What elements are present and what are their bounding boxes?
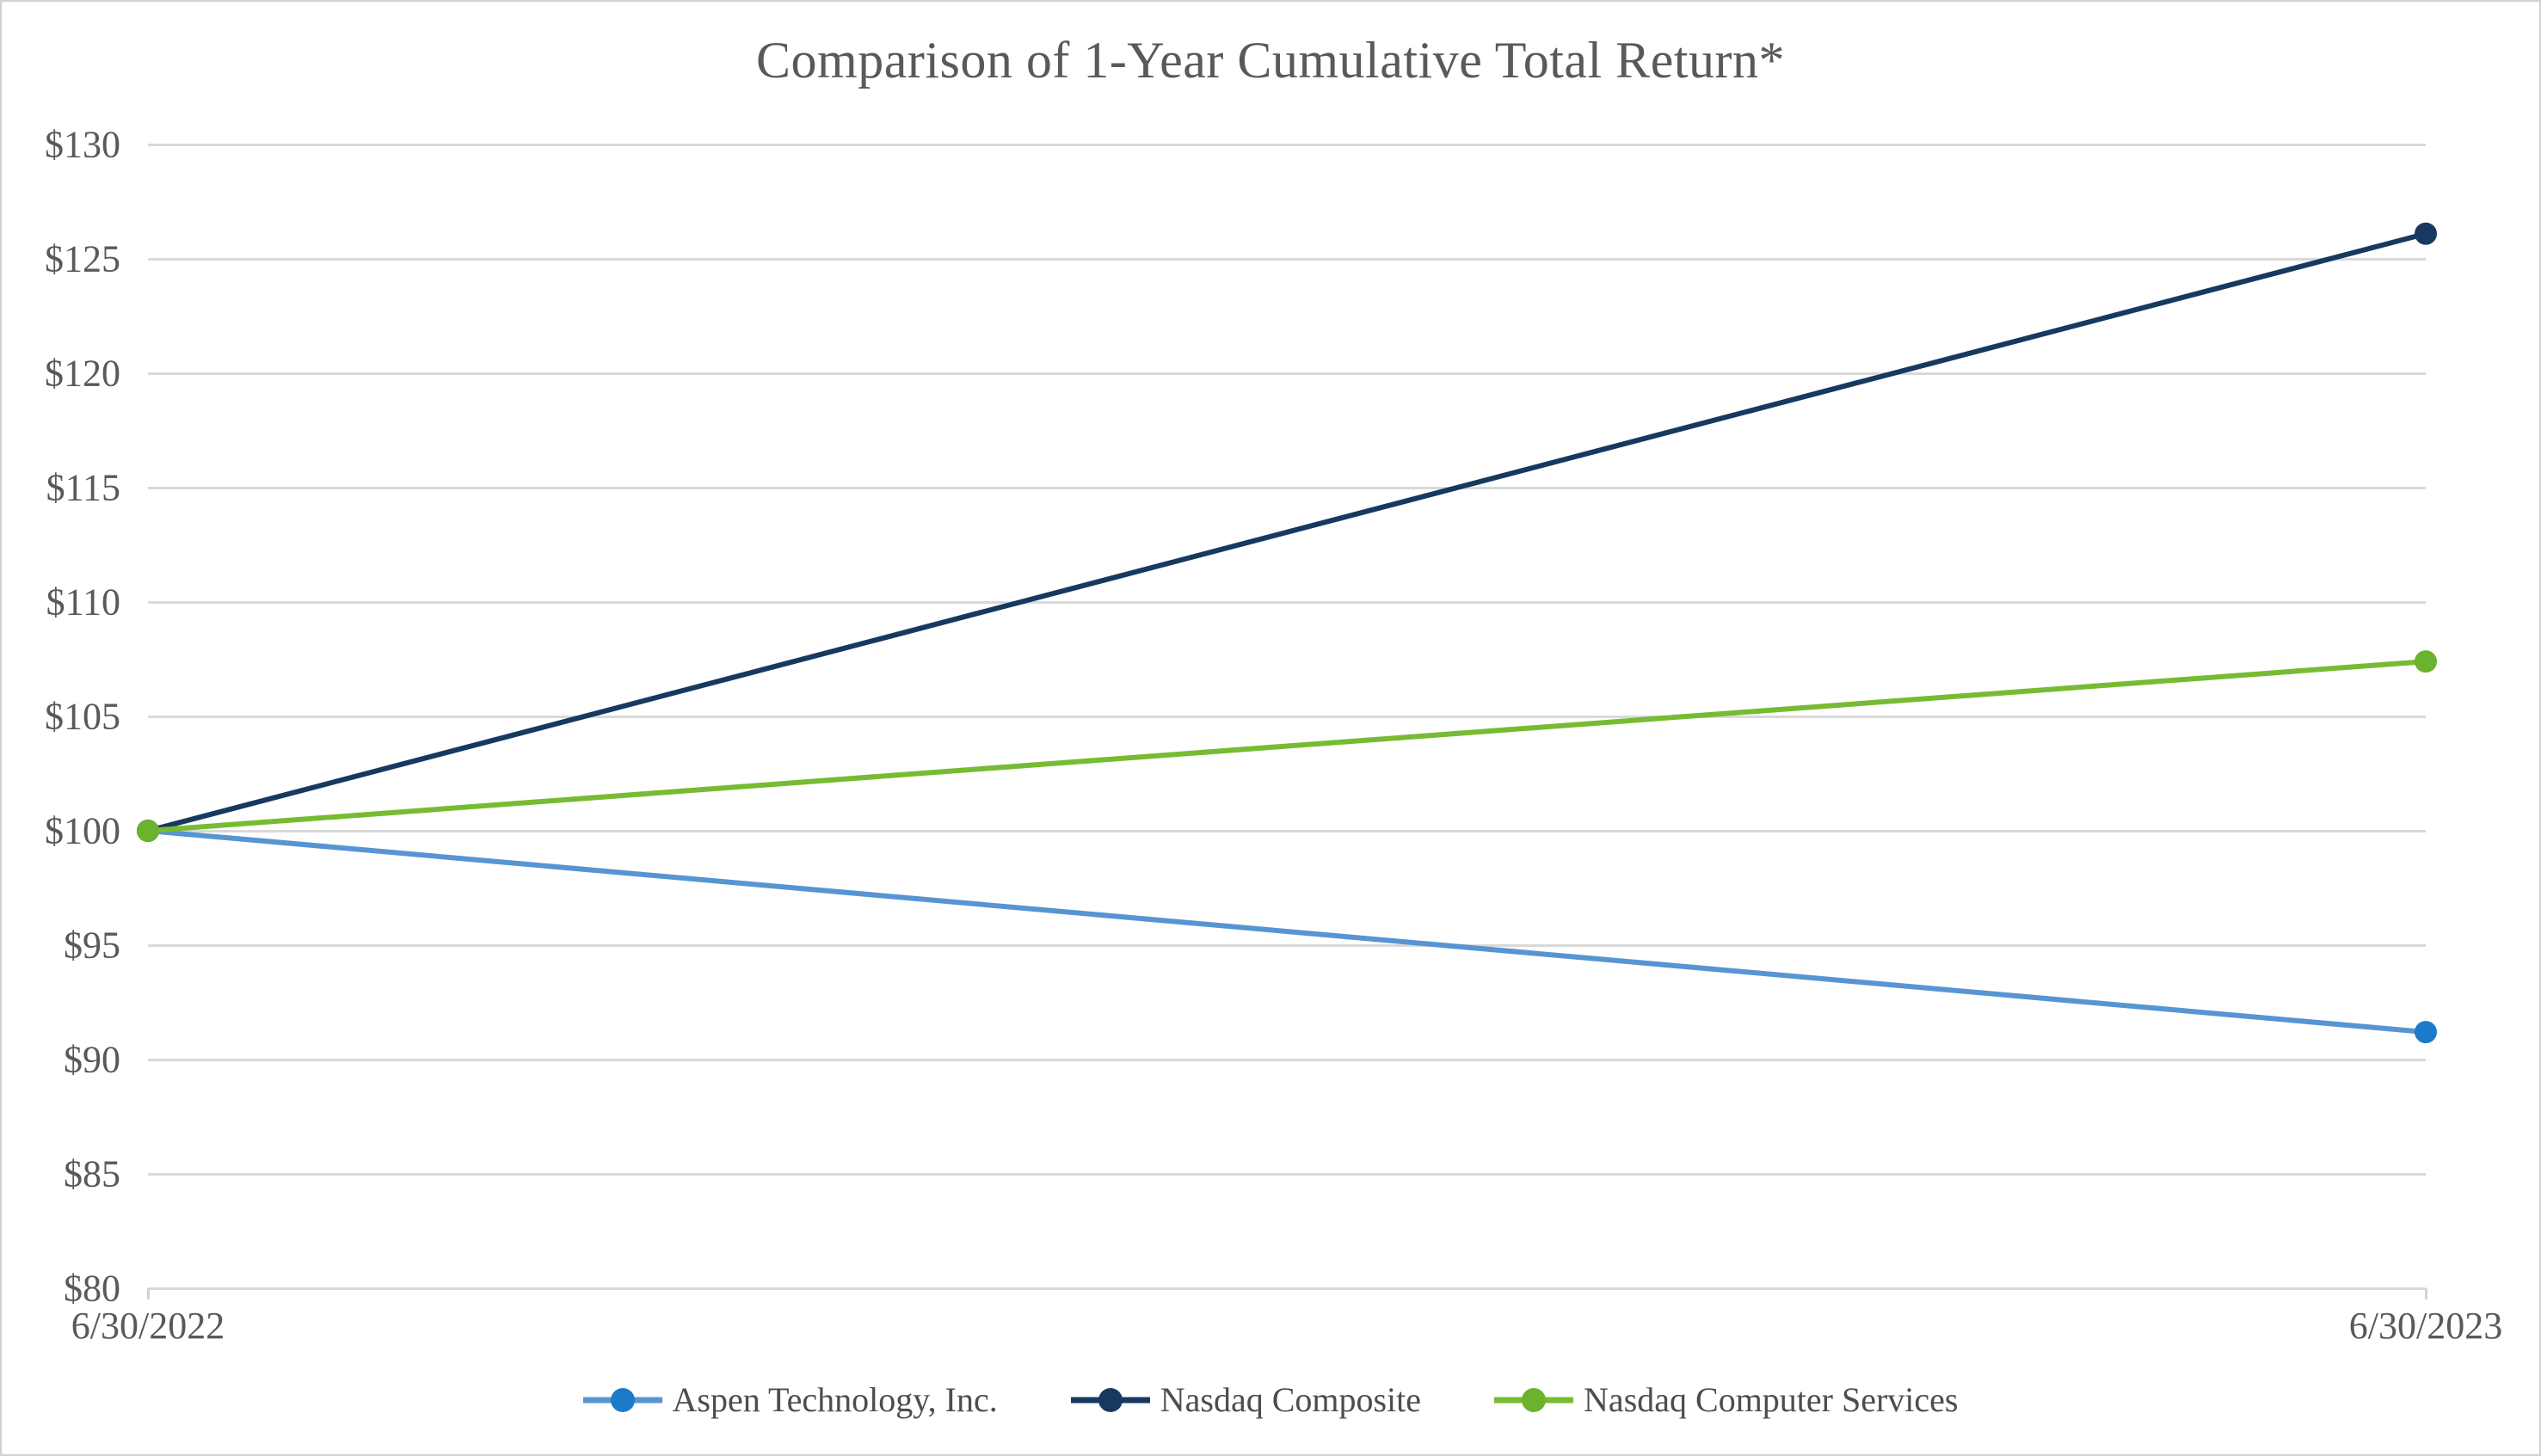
gridline — [148, 257, 2426, 261]
legend-series-marker-icon — [582, 1387, 662, 1412]
series-line — [147, 230, 2427, 833]
gridline — [148, 1287, 2426, 1290]
series-marker — [137, 820, 159, 842]
y-axis-tick-label: $130 — [45, 123, 120, 166]
legend-item: Aspen Technology, Inc. — [582, 1379, 998, 1420]
gridline — [148, 372, 2426, 375]
y-axis-tick-label: $120 — [45, 352, 120, 395]
legend-item: Nasdaq Composite — [1070, 1379, 1422, 1420]
y-axis-tick-label: $100 — [45, 809, 120, 852]
y-axis-tick-label: $95 — [64, 924, 120, 967]
legend-series-marker-icon — [1070, 1387, 1150, 1412]
chart-title: Comparison of 1-Year Cumulative Total Re… — [756, 32, 1785, 89]
y-axis-tick-label: $115 — [46, 466, 120, 509]
x-axis-end-tick — [146, 1288, 150, 1299]
gridline — [148, 715, 2426, 718]
x-axis-tick-label: 6/30/2023 — [2348, 1305, 2503, 1347]
gridline — [148, 943, 2426, 947]
y-axis-tick-label: $80 — [64, 1267, 120, 1310]
y-axis-tick-label: $125 — [45, 237, 120, 280]
legend-series-marker-icon — [1494, 1387, 1574, 1412]
series-marker — [2415, 1021, 2437, 1044]
gridline — [148, 829, 2426, 832]
series-marker — [2415, 222, 2437, 245]
gridline — [148, 600, 2426, 604]
x-axis-tick-label: 6/30/2022 — [71, 1305, 225, 1347]
y-axis-tick-label: $110 — [46, 581, 120, 624]
series-line — [147, 659, 2427, 833]
chart-legend: Aspen Technology, Inc. Nasdaq Composite Na… — [2, 1379, 2539, 1420]
series-line — [147, 828, 2427, 1035]
legend-label: Nasdaq Computer Services — [1584, 1380, 1959, 1419]
gridline — [148, 486, 2426, 489]
legend-label: Aspen Technology, Inc. — [672, 1380, 998, 1419]
y-axis-tick-label: $85 — [64, 1152, 120, 1195]
y-axis-tick-label: $105 — [45, 695, 120, 738]
series-marker — [2415, 650, 2437, 673]
gridline — [148, 143, 2426, 146]
legend-item: Nasdaq Computer Services — [1494, 1379, 1959, 1420]
gridline — [148, 1058, 2426, 1061]
legend-label: Nasdaq Composite — [1160, 1380, 1422, 1419]
gridline — [148, 1172, 2426, 1176]
y-axis-tick-label: $90 — [64, 1038, 120, 1081]
x-axis-end-tick — [2424, 1288, 2427, 1299]
